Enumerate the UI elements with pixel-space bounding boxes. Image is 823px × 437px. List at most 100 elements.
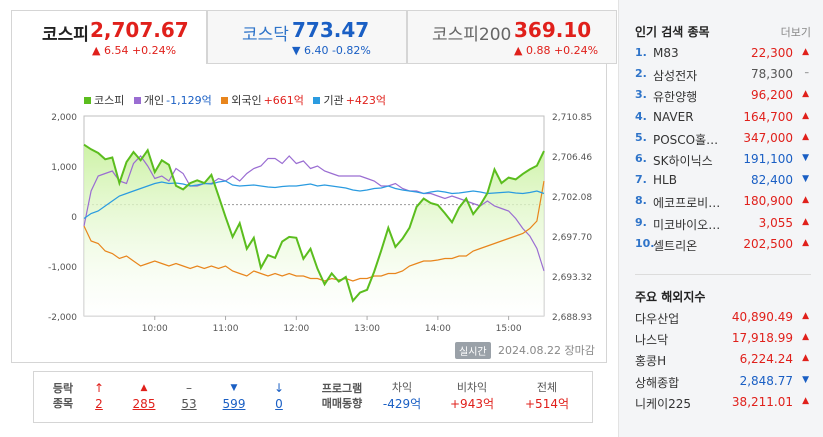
fall-icon: ▼	[230, 383, 238, 393]
flat-dash-icon: –	[804, 68, 810, 79]
stock-name[interactable]: NAVER	[653, 109, 694, 124]
rank-number: 1.	[635, 46, 647, 59]
stock-price: 78,300	[751, 67, 793, 82]
popular-stock-item[interactable]: 9. 미코바이오… 3,055 ▲	[635, 214, 811, 235]
stock-name[interactable]: 미코바이오…	[653, 217, 721, 232]
down-arrow-icon: ▼	[802, 374, 809, 385]
popular-stock-item[interactable]: 7. HLB 82,400 ▼	[635, 171, 811, 192]
popular-stock-item[interactable]: 6. SK하이닉스 191,100 ▼	[635, 150, 811, 171]
right-sidebar: 인기 검색 종목 더보기 1. M83 22,300 ▲ 2. 삼성전자 78,300– 3.…	[618, 0, 823, 437]
tab-name: 코스피200	[432, 25, 512, 45]
global-index-item[interactable]: 다우산업 40,890.49 ▲	[635, 308, 811, 329]
right-axis-tick-label: 2,702.08	[552, 193, 592, 203]
stock-name[interactable]: 유한양행	[653, 90, 698, 105]
popular-stock-item[interactable]: 5. POSCO홀… 347,000 ▲	[635, 129, 811, 150]
breadth-upper-limit[interactable]: ↑ 2	[79, 380, 119, 412]
right-axis-tick-label: 2,693.32	[552, 273, 592, 283]
tab-change: ▲ 0.88 +0.24%	[514, 44, 599, 57]
breadth-count[interactable]: 599	[222, 397, 246, 411]
legend-value: +661억	[263, 94, 304, 107]
legend-foreign[interactable]: 외국인 +661억	[221, 92, 304, 108]
index-name[interactable]: 나스닥	[635, 333, 669, 348]
left-axis-tick-label: 2,000	[51, 113, 77, 123]
x-axis-tick-label: 12:00	[283, 324, 309, 334]
global-title: 주요 해외지수	[635, 290, 706, 304]
stock-price: 164,700	[743, 109, 793, 124]
up-arrow-icon: ▲	[802, 216, 809, 227]
legend-institution[interactable]: 기관 +423억	[313, 92, 386, 108]
up-arrow-icon: ▲	[802, 353, 809, 364]
rank-number: 4.	[635, 109, 647, 123]
stock-price: 202,500	[743, 236, 793, 251]
index-name[interactable]: 상해종합	[635, 375, 680, 390]
divider	[635, 274, 811, 275]
chart-legend: 코스피 개인 -1,129억 외국인 +661억 기관 +423억	[84, 92, 392, 108]
global-index-item[interactable]: 상해종합 2,848.77 ▼	[635, 372, 811, 393]
tab-kospi[interactable]: 코스피 2,707.67 ▲ 6.54 +0.24%	[11, 10, 207, 64]
breadth-flat[interactable]: – 53	[169, 380, 209, 412]
stock-name[interactable]: SK하이닉스	[653, 154, 713, 168]
x-axis-tick-label: 14:00	[425, 324, 451, 334]
tab-value: 773.47	[292, 18, 370, 42]
breadth-count[interactable]: 2	[95, 397, 103, 411]
tab-name: 코스닥	[242, 25, 289, 45]
breadth-count[interactable]: 0	[275, 397, 283, 411]
breadth-lower-limit[interactable]: ↓ 0	[259, 380, 299, 412]
popular-stock-item[interactable]: 10. 셀트리온 202,500 ▲	[635, 235, 811, 256]
breadth-count[interactable]: 285	[132, 397, 156, 411]
market-stats-box: 등락 종목 ↑ 2 ▲ 285 – 53 ▼ 599 ↓ 0 프로그램 매매동향…	[33, 371, 593, 423]
stock-price: 96,200	[751, 88, 793, 103]
global-index-item[interactable]: 홍콩H 6,224.24 ▲	[635, 350, 811, 371]
breadth-fall[interactable]: ▼ 599	[214, 380, 254, 412]
more-link[interactable]: 더보기	[780, 26, 811, 39]
global-index-item[interactable]: 나스닥 17,918.99 ▲	[635, 329, 811, 350]
index-price: 2,848.77	[739, 373, 793, 388]
stock-price: 191,100	[743, 152, 793, 166]
index-name[interactable]: 홍콩H	[635, 354, 667, 369]
stock-name[interactable]: 삼성전자	[653, 69, 698, 84]
up-arrow-icon: ▲	[802, 395, 809, 406]
legend-label: 코스피	[94, 94, 125, 107]
up-arrow-icon: ▲	[802, 47, 809, 57]
institution-series-line	[83, 180, 545, 219]
rank-number: 9.	[635, 215, 647, 229]
stock-name[interactable]: M83	[653, 46, 679, 60]
legend-individual[interactable]: 개인 -1,129억	[133, 92, 212, 108]
stock-name[interactable]: 셀트리온	[653, 238, 698, 253]
program-non-arbitrage: 비차익 +943억	[437, 380, 507, 412]
legend-label: 외국인	[231, 94, 262, 107]
rank-number: 10.	[635, 236, 655, 250]
index-tabs: 코스피 2,707.67 ▲ 6.54 +0.24% 코스닥 773.47 ▼ …	[11, 0, 617, 64]
popular-stock-item[interactable]: 4. NAVER 164,700 ▲	[635, 108, 811, 129]
index-name[interactable]: 니케이225	[635, 396, 692, 411]
rank-number: 2.	[635, 67, 647, 81]
stock-price: 3,055	[758, 215, 793, 230]
breadth-rise[interactable]: ▲ 285	[124, 380, 164, 412]
legend-swatch	[133, 97, 141, 104]
index-price: 6,224.24	[739, 352, 793, 367]
tab-kosdaq[interactable]: 코스닥 773.47 ▼ 6.40 -0.82%	[207, 10, 407, 64]
flat-icon: –	[186, 381, 192, 395]
popular-stock-item[interactable]: 8. 에코프로비… 180,900 ▲	[635, 192, 811, 213]
global-index-item[interactable]: 니케이225 38,211.01 ▲	[635, 393, 811, 414]
tab-kospi200[interactable]: 코스피200 369.10 ▲ 0.88 +0.24%	[407, 10, 617, 64]
legend-kospi[interactable]: 코스피	[84, 92, 124, 108]
realtime-badge[interactable]: 실시간	[455, 342, 491, 359]
breadth-count[interactable]: 53	[181, 397, 197, 411]
popular-stock-item[interactable]: 3. 유한양행 96,200 ▲	[635, 86, 811, 107]
right-axis-tick-label: 2,688.93	[552, 313, 592, 323]
popular-stock-item[interactable]: 1. M83 22,300 ▲	[635, 44, 811, 65]
index-name[interactable]: 다우산업	[635, 312, 680, 326]
rank-number: 7.	[635, 173, 647, 187]
x-axis-tick-label: 13:00	[354, 324, 380, 334]
popular-stock-item[interactable]: 2. 삼성전자 78,300–	[635, 65, 811, 86]
stock-name[interactable]: HLB	[653, 173, 677, 188]
right-axis-tick-label: 2,710.85	[552, 113, 592, 123]
x-axis-tick-label: 10:00	[142, 324, 168, 334]
up-arrow-icon: ▲	[802, 332, 809, 343]
stock-name[interactable]: 에코프로비…	[653, 196, 721, 211]
tab-change: ▼ 6.40 -0.82%	[292, 44, 371, 57]
stock-name[interactable]: POSCO홀…	[653, 132, 719, 147]
up-arrow-icon: ▲	[802, 311, 809, 321]
